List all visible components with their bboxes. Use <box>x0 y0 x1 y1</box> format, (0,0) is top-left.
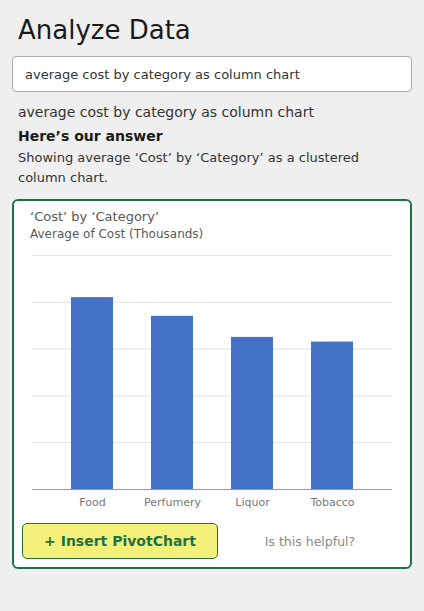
svg-text:Perfumery: Perfumery <box>144 496 201 509</box>
html-text:+ Insert PivotChart: + Insert PivotChart <box>44 533 196 549</box>
html-text:average cost by category as co: average cost by category as column chart <box>25 66 300 82</box>
html-text:Showing average ‘Cost’ by ‘Cat: Showing average ‘Cost’ by ‘Category’ as … <box>18 150 359 185</box>
svg-text:Tobacco: Tobacco <box>309 496 354 509</box>
html-text:Analyze Data: Analyze Data <box>18 15 191 45</box>
html-text:Is this helpful?: Is this helpful? <box>264 533 356 549</box>
svg-text:Food: Food <box>79 496 105 509</box>
html-text:Average of Cost (Thousands): Average of Cost (Thousands) <box>30 227 204 241</box>
html-text:average cost by category as co: average cost by category as column chart <box>18 104 314 120</box>
html-text:‘Cost’ by ‘Category’: ‘Cost’ by ‘Category’ <box>30 209 159 224</box>
html-text:Here’s our answer: Here’s our answer <box>18 128 163 144</box>
svg-text:Liquor: Liquor <box>235 496 270 509</box>
